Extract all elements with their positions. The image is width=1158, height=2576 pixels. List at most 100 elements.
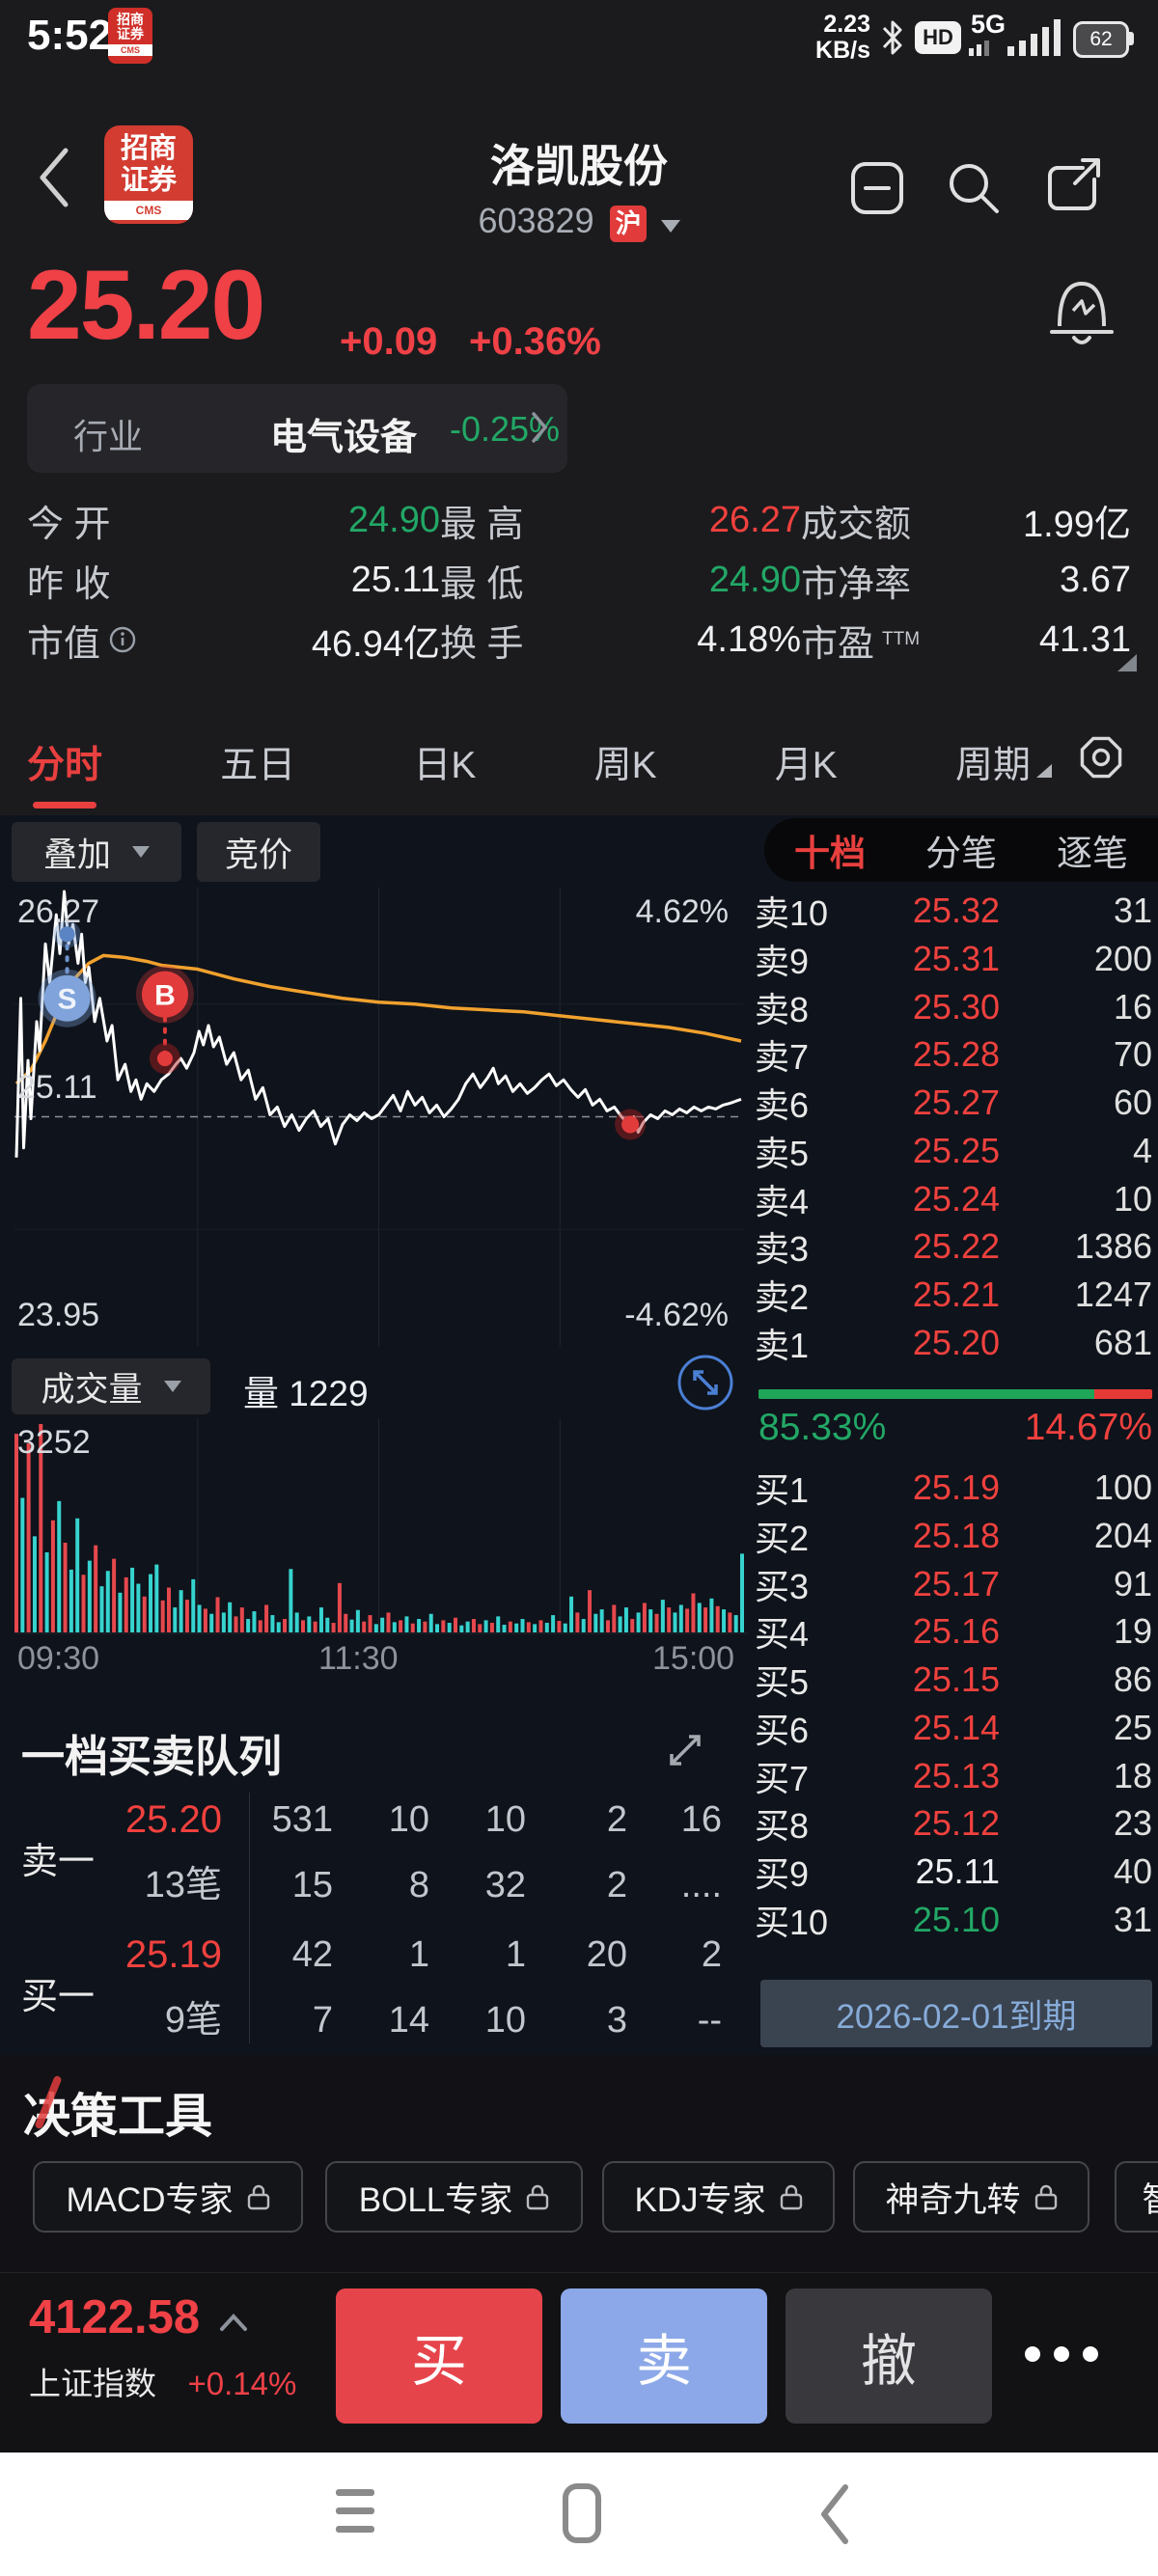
tab-周K[interactable]: 周K [593,745,657,786]
tab-日K[interactable]: 日K [413,745,477,786]
order-book-row[interactable]: 买6 25.14 25 [755,1707,1152,1750]
order-book-row[interactable]: 卖7 25.28 70 [755,1033,1152,1077]
sell-button[interactable]: 卖 [561,2288,767,2424]
price-alert-icon[interactable] [1048,270,1116,355]
order-book-row[interactable]: 买10 25.10 31 [755,1899,1152,1942]
order-book-row[interactable]: 买3 25.17 91 [755,1563,1152,1606]
recent-apps-icon[interactable] [336,2489,374,2533]
depth-tab-逐笔[interactable]: 逐笔 [1057,834,1128,873]
tools-title: 决策工具 [23,2091,213,2143]
home-icon[interactable] [563,2483,601,2543]
queue-price: 25.20 [124,1798,222,1841]
stock-title: 洛凯股份 [490,141,668,191]
queue-cell: 20 [586,1934,627,1975]
level-label: 卖6 [755,1085,810,1126]
time-label-open: 09:30 [17,1640,100,1677]
volume-chart[interactable] [14,1418,748,1634]
volume-indicator-button[interactable]: 成交量 [12,1358,210,1414]
queue-cell: 10 [484,1799,526,1840]
level-label: 买7 [755,1758,810,1798]
queue-cell: 3 [606,2000,627,2041]
stat-cell: 成交额 1.99亿 [801,490,1131,550]
landscape-expand-icon[interactable] [676,1353,735,1412]
chart-pct-low-label: -4.62% [624,1297,729,1333]
industry-name: 电气设备 [270,418,418,458]
queue-price: 13笔 [144,1865,222,1905]
order-book-row[interactable]: 买9 25.11 40 [755,1850,1152,1894]
auction-button[interactable]: 竞价 [197,822,320,882]
depth-tab-十档[interactable]: 十档 [794,834,866,873]
queue-cell: 32 [484,1865,526,1905]
info-icon[interactable] [108,625,137,654]
depth-tab-分笔[interactable]: 分笔 [925,834,997,873]
overlay-button[interactable]: 叠加 [12,822,181,882]
search-icon[interactable] [944,158,1004,218]
level-price: 25.22 [912,1226,1000,1267]
order-book-row[interactable]: 卖4 25.24 10 [755,1178,1152,1221]
tool-button-2[interactable]: BOLL专家 [325,2161,583,2233]
stats-expand-triangle[interactable] [1117,654,1137,671]
order-book-row[interactable]: 卖5 25.25 4 [755,1130,1152,1173]
queue-expand-icon[interactable] [662,1727,708,1773]
queue-cell: 8 [408,1865,429,1905]
ratio-percent-row: 85.33% 14.67% [758,1407,1152,1449]
order-book-row[interactable]: 买5 25.15 86 [755,1658,1152,1702]
order-book-row[interactable]: 卖10 25.32 31 [755,890,1152,933]
broker-logo: 招商 证券 CMS [104,125,193,224]
chart-settings-icon[interactable] [1079,735,1123,780]
nav-back-icon[interactable] [816,2483,851,2545]
level-volume: 204 [1093,1515,1152,1555]
tool-button-3[interactable]: KDJ专家 [602,2161,835,2233]
bluetooth-icon [882,20,902,55]
svg-text:S: S [58,984,77,1016]
remove-watchlist-button[interactable] [849,160,905,216]
order-book-row[interactable]: 卖6 25.27 60 [755,1082,1152,1125]
order-book-row[interactable]: 买7 25.13 18 [755,1755,1152,1798]
cancel-order-button[interactable]: 撤 [786,2288,992,2424]
buy-button[interactable]: 买 [336,2288,542,2424]
stat-value: 4.18% [697,618,801,660]
stat-value: 1.99亿 [1023,504,1131,545]
order-book-row[interactable]: 买1 25.19 100 [755,1466,1152,1510]
order-book-row[interactable]: 买4 25.16 19 [755,1610,1152,1654]
share-icon[interactable] [1042,156,1102,216]
dropdown-triangle-icon [163,1381,181,1392]
level-label: 买9 [755,1854,810,1895]
order-book-row[interactable]: 卖2 25.21 1247 [755,1274,1152,1317]
more-actions-button[interactable] [1025,2346,1112,2367]
tool-button-5[interactable]: 智 [1115,2161,1158,2233]
stat-cell: 最 高 26.27 [440,490,801,550]
tool-button-4[interactable]: 神奇九转 [853,2161,1089,2233]
tab-月K[interactable]: 月K [774,745,838,786]
level2-expiry-banner[interactable]: 2026-02-01到期 [760,1980,1152,2047]
order-book-row[interactable]: 买8 25.12 23 [755,1802,1152,1846]
last-price: 25.20 [27,250,265,360]
order-book-row[interactable]: 卖1 25.20 681 [755,1322,1152,1365]
queue-cell: 10 [388,1799,429,1840]
order-book-row[interactable]: 卖3 25.22 1386 [755,1225,1152,1269]
industry-change: -0.25% [450,409,561,449]
level-volume: 25 [1113,1707,1152,1747]
queue-cell: 1 [505,1934,526,1975]
lock-icon [780,2184,802,2210]
tab-分时[interactable]: 分时 [27,735,102,808]
caret-up-icon [219,2314,247,2331]
back-button[interactable] [37,147,71,208]
stat-label: 昨 收 [27,563,111,605]
level-price: 25.17 [912,1563,1000,1603]
order-book-row[interactable]: 卖8 25.30 16 [755,986,1152,1029]
queue-buy-side-label: 买一 [21,1977,96,2017]
stock-code-selector[interactable]: 603829 沪 [0,201,1158,242]
tab-五日[interactable]: 五日 [220,745,296,786]
index-change: +0.14% [187,2366,297,2401]
index-quote[interactable]: 4122.58 [29,2290,249,2344]
stat-value: 3.67 [1060,559,1131,600]
order-book-row[interactable]: 买2 25.18 204 [755,1515,1152,1558]
industry-row[interactable]: 行业 电气设备 -0.25% [27,384,567,473]
order-book-row[interactable]: 卖9 25.31 200 [755,938,1152,981]
tab-周期[interactable]: 周期 [955,735,1052,803]
sell-percent: 14.67% [1024,1407,1152,1448]
level-volume: 40 [1113,1851,1152,1892]
tool-button-1[interactable]: MACD专家 [33,2161,303,2233]
